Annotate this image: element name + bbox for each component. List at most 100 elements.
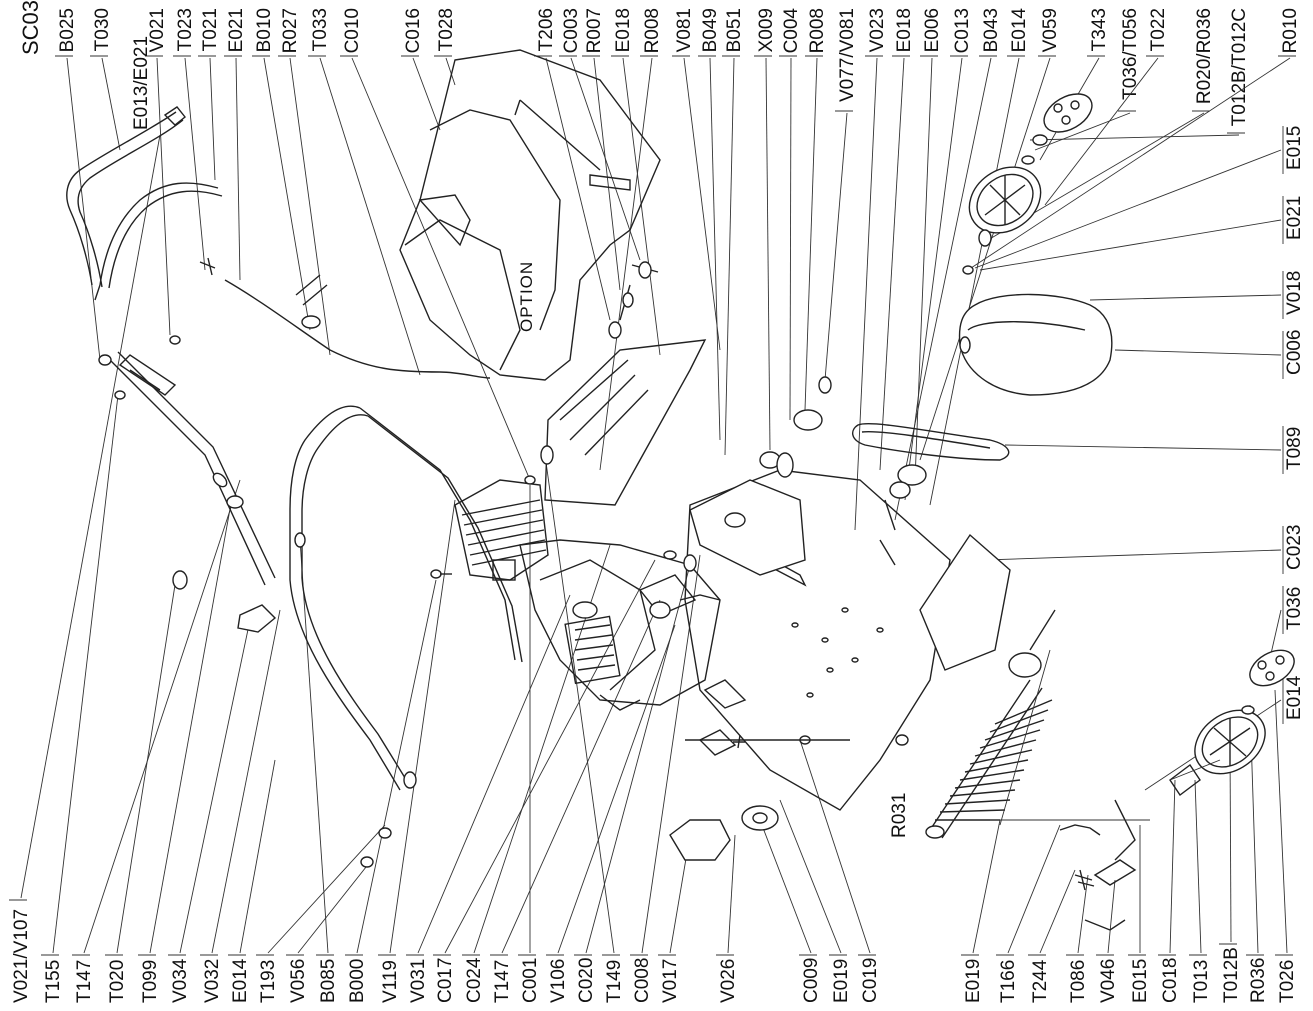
- callout-bottom-e014: E014: [230, 958, 251, 1003]
- rear-wheel-top: [962, 93, 1093, 275]
- leader-line: [289, 57, 331, 356]
- leader-line: [20, 134, 161, 899]
- callout-top-v059: V059: [1040, 8, 1061, 52]
- leader-line: [979, 219, 1282, 271]
- callout-bottom-t099: T099: [140, 960, 161, 1003]
- callout-bottom-b000: B000: [347, 959, 368, 1003]
- callout-bottom-v046: V046: [1098, 959, 1119, 1003]
- callout-top-r027: R027: [280, 8, 301, 53]
- leader-line: [544, 454, 615, 954]
- leader-line: [1004, 444, 1282, 451]
- leader-line: [1089, 294, 1282, 301]
- leader-line: [972, 819, 1001, 954]
- leader-line: [179, 619, 251, 954]
- callout-top-t028: T028: [436, 8, 457, 51]
- callout-bottom-v017: V017: [660, 959, 681, 1003]
- leader-line: [804, 57, 818, 411]
- callout-top-b010: B010: [254, 8, 275, 52]
- leader-line: [967, 57, 1291, 271]
- callout-right-t089: T089: [1284, 427, 1305, 470]
- leader-line: [974, 149, 1282, 269]
- engine: [519, 539, 721, 711]
- leader-line: [445, 57, 456, 86]
- leader-line: [1039, 869, 1076, 954]
- callout-top-e006: E006: [922, 8, 943, 52]
- callout-top-t030: T030: [92, 8, 113, 51]
- drive-belt: [852, 422, 1010, 461]
- callout-bottom-r036: R036: [1248, 958, 1269, 1003]
- callout-bottom-t149: T149: [604, 960, 625, 1003]
- callout-bottom-c008: C008: [632, 958, 653, 1003]
- handle-loop: [94, 182, 223, 301]
- handle-lower: [289, 405, 523, 791]
- callout-bottom-c009: C009: [801, 958, 822, 1003]
- callout-bottom-c017: C017: [435, 958, 456, 1003]
- leader-line: [239, 759, 276, 954]
- callout-bottom-c024: C024: [464, 957, 485, 1003]
- callout-bottom-c018: C018: [1160, 958, 1181, 1003]
- callout-bottom-v021-v107: V021/V107: [11, 909, 32, 1003]
- leader-lines: [9, 55, 1296, 956]
- callout-top-r008: R008: [807, 8, 828, 53]
- callout-top-t022: T022: [1148, 8, 1169, 51]
- leader-line: [1034, 112, 1131, 151]
- leader-line: [641, 554, 701, 954]
- parts-drawing: OPTION: [66, 49, 1295, 931]
- leader-line: [1194, 779, 1202, 954]
- callout-bottom-v106: V106: [548, 959, 569, 1003]
- callout-bottom-v026: V026: [718, 959, 739, 1003]
- option-label: OPTION: [517, 261, 536, 332]
- rear-shield: [919, 533, 1011, 671]
- leader-line: [799, 739, 871, 954]
- control-cable: [224, 279, 491, 379]
- callout-top-t033: T033: [310, 8, 331, 51]
- callout-bottom-t013: T013: [1191, 960, 1212, 1003]
- callout-top-c004: C004: [781, 8, 802, 54]
- leader-line: [101, 57, 121, 151]
- callout-right-t036: T036: [1284, 587, 1305, 630]
- small-hardware: [98, 321, 1201, 931]
- leader-line: [267, 824, 386, 954]
- callout-top-v081: V081: [674, 8, 695, 52]
- callout-e013-e021: E013/E021: [131, 36, 152, 130]
- callout-top-t206: T206: [536, 8, 557, 51]
- callout-top-t021: T021: [200, 8, 221, 51]
- callout-right-v018: V018: [1284, 271, 1305, 315]
- callout-bottom-t026: T026: [1277, 960, 1298, 1003]
- callout-bottom-t166: T166: [998, 960, 1019, 1003]
- callout-top-c013: C013: [952, 8, 973, 53]
- grass-bag-option: OPTION: [399, 49, 661, 381]
- callout-top-v023: V023: [867, 8, 888, 52]
- leader-line: [585, 564, 691, 954]
- leader-line: [501, 599, 661, 954]
- callout-top-b051: B051: [724, 8, 745, 52]
- callout-right-e014: E014: [1284, 675, 1305, 720]
- leader-line: [984, 549, 1282, 561]
- rear-wheel-bottom: [1194, 649, 1295, 775]
- callout-bottom-t193: T193: [258, 960, 279, 1003]
- leader-line: [879, 57, 905, 471]
- leader-line: [66, 57, 101, 361]
- callout-bottom-c001: C001: [520, 958, 541, 1003]
- leader-line: [683, 57, 721, 351]
- rear-flap: [544, 261, 707, 506]
- callout-bottom-v034: V034: [170, 958, 191, 1003]
- callout-right-c023: C023: [1284, 525, 1305, 570]
- leader-line: [854, 57, 878, 531]
- leader-line: [929, 57, 1020, 506]
- leader-line: [297, 861, 371, 954]
- callout-top-r010: R010: [1280, 8, 1301, 53]
- callout-right-e021: E021: [1284, 196, 1305, 240]
- height-adjust-spring: [925, 609, 1056, 839]
- leader-line: [356, 579, 437, 954]
- callout-bottom-t147: T147: [74, 960, 95, 1003]
- callout-top-b025: B025: [57, 8, 78, 52]
- right-callout-labels: E015 E021 V018 C006 T089 C023 T036 E014: [1284, 126, 1305, 720]
- callout-top-v077-v081: V077/V081: [837, 8, 858, 102]
- leader-line: [444, 559, 656, 954]
- deck-holes: [791, 607, 884, 698]
- diagram-id: SC03: [18, 0, 43, 55]
- leader-line: [1229, 744, 1232, 943]
- callout-bottom-t244: T244: [1030, 959, 1051, 1003]
- belt-cover: [958, 293, 1113, 396]
